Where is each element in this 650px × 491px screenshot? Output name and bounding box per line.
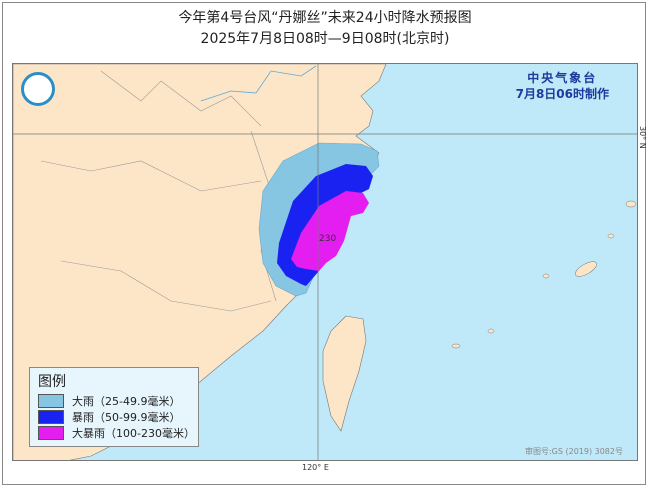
map-subtitle: 2025年7月8日08时—9日08时(北京时) [200, 31, 450, 47]
legend-swatch [38, 426, 64, 440]
legend-item: 大雨（25-49.9毫米） [38, 393, 198, 409]
islands [451, 200, 637, 349]
map-title: 今年第4号台风“丹娜丝”未来24小时降水预报图 [178, 10, 472, 26]
legend-label: 暴雨（50-99.9毫米） [72, 411, 181, 424]
legend: 图例 大雨（25-49.9毫米） 暴雨（50-99.9毫米） 大暴雨（100-2… [29, 367, 199, 447]
map-svg: 230 [13, 64, 637, 460]
legend-title: 图例 [38, 374, 66, 390]
map-area: 230 中央气象台 7月8日06时制作 图例 大雨（25-49.9毫米） 暴雨（… [12, 63, 638, 461]
max-rain-label: 230 [319, 234, 336, 244]
rain-zone-heavy-rainstorm [291, 191, 369, 271]
legend-swatch [38, 394, 64, 408]
cma-logo-icon [21, 72, 55, 106]
outer-frame [2, 2, 646, 485]
lon-label: 120° E [302, 463, 329, 472]
legend-label: 大暴雨（100-230毫米） [72, 427, 195, 440]
issuer-name: 中央气象台 [527, 71, 598, 85]
taiwan-island [322, 315, 367, 432]
legend-item: 暴雨（50-99.9毫米） [38, 409, 198, 425]
lat-label: 30° N [638, 126, 647, 149]
river [200, 65, 317, 102]
legend-swatch [38, 410, 64, 424]
issue-time: 7月8日06时制作 [515, 87, 609, 101]
legend-label: 大雨（25-49.9毫米） [72, 395, 181, 408]
issuer-block: 中央气象台 7月8日06时制作 [516, 70, 609, 102]
approval-number: 审图号:GS (2019) 3082号 [524, 447, 623, 456]
legend-item: 大暴雨（100-230毫米） [38, 425, 198, 441]
